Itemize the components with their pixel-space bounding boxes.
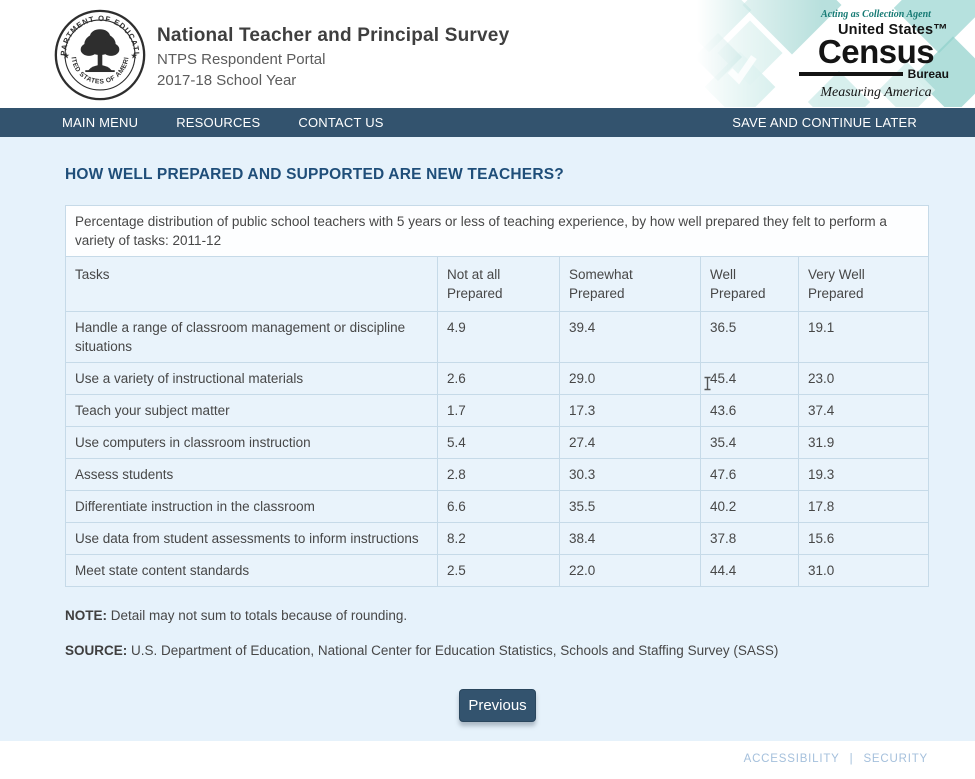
value-cell: 22.0 xyxy=(559,554,701,587)
footer-accessibility-link[interactable]: ACCESSIBILITY xyxy=(743,753,840,765)
oak-tree-glyph xyxy=(80,29,120,73)
value-cell: 44.4 xyxy=(700,554,799,587)
value-cell: 5.4 xyxy=(437,426,560,459)
table-caption: Percentage distribution of public school… xyxy=(64,205,930,257)
table-header-row: Tasks Not at all Prepared Somewhat Prepare… xyxy=(65,256,930,312)
value-cell: 35.4 xyxy=(700,426,799,459)
task-cell: Use a variety of instructional materials xyxy=(65,362,438,395)
value-cell: 8.2 xyxy=(437,522,560,555)
main-nav-bar: MAIN MENU RESOURCES CONTACT US SAVE AND … xyxy=(0,108,975,137)
column-header: Tasks xyxy=(65,256,438,312)
table-row: Assess students 2.8 30.3 47.6 19.3 xyxy=(65,458,930,491)
note-label: NOTE: xyxy=(65,608,107,623)
value-cell: 45.4 xyxy=(700,362,799,395)
nav-contact-us[interactable]: CONTACT US xyxy=(298,115,384,130)
census-underline xyxy=(799,72,903,77)
table-caption-row: Percentage distribution of public school… xyxy=(64,205,930,257)
page-header: DEPARTMENT OF EDUCATION UNITED STATES OF… xyxy=(0,0,975,108)
value-cell: 2.6 xyxy=(437,362,560,395)
data-table: Percentage distribution of public school… xyxy=(64,205,930,587)
value-cell: 17.8 xyxy=(797,490,930,523)
column-header: Very Well Prepared xyxy=(797,256,930,312)
value-cell: 39.4 xyxy=(559,311,701,363)
data-table-body: Percentage distribution of public school… xyxy=(64,205,930,587)
value-cell: 4.9 xyxy=(437,311,560,363)
main-content: HOW WELL PREPARED AND SUPPORTED ARE NEW … xyxy=(0,137,975,741)
source-label: SOURCE: xyxy=(65,643,128,658)
task-cell: Differentiate instruction in the classro… xyxy=(65,490,438,523)
table-source: SOURCE: U.S. Department of Education, Na… xyxy=(65,643,778,658)
task-cell: Handle a range of classroom management o… xyxy=(65,311,438,363)
value-cell: 27.4 xyxy=(559,426,701,459)
mouse-text-cursor-icon xyxy=(704,376,711,391)
task-cell: Meet state content standards xyxy=(65,554,438,587)
value-cell: 17.3 xyxy=(559,394,701,427)
census-bureau-text: Bureau xyxy=(907,67,949,82)
value-cell: 2.5 xyxy=(437,554,560,587)
table-row: Use data from student assessments to inf… xyxy=(65,522,930,555)
source-text: U.S. Department of Education, National C… xyxy=(127,643,779,658)
value-cell: 38.4 xyxy=(559,522,701,555)
table-row: Meet state content standards 2.5 22.0 44.4 3… xyxy=(65,554,930,587)
value-cell: 35.5 xyxy=(559,490,701,523)
app-title: National Teacher and Principal Survey xyxy=(157,25,510,46)
value-cell: 37.4 xyxy=(797,394,930,427)
column-header: Not at all Prepared xyxy=(437,256,560,312)
task-cell: Assess students xyxy=(65,458,438,491)
value-cell: 29.0 xyxy=(559,362,701,395)
column-header: Well Prepared xyxy=(700,256,799,312)
column-header: Somewhat Prepared xyxy=(559,256,701,312)
census-logo-block: Acting as Collection Agent United States… xyxy=(697,0,975,107)
table-row: Teach your subject matter 1.7 17.3 43.6 37.4 xyxy=(65,394,930,427)
app-title-block: National Teacher and Principal Survey NT… xyxy=(157,25,509,89)
value-cell: 40.2 xyxy=(700,490,799,523)
footer-security-link[interactable]: SECURITY xyxy=(863,753,928,765)
nav-save-and-continue-later[interactable]: SAVE AND CONTINUE LATER xyxy=(732,114,917,130)
table-row: Differentiate instruction in the classro… xyxy=(65,490,930,523)
value-cell: 23.0 xyxy=(797,362,930,395)
value-cell: 37.8 xyxy=(700,522,799,555)
table-row: Handle a range of classroom management o… xyxy=(65,311,930,363)
table-row: Use computers in classroom instruction 5.… xyxy=(65,426,930,459)
census-wordmark: Census xyxy=(817,33,935,70)
footer-separator: | xyxy=(849,753,854,765)
value-cell: 15.6 xyxy=(797,522,930,555)
census-tagline-top: Acting as Collection Agent xyxy=(821,9,931,20)
note-text: Detail may not sum to totals because of … xyxy=(107,608,408,623)
app-subtitle-year: 2017-18 School Year xyxy=(157,72,297,89)
department-of-education-seal-icon: DEPARTMENT OF EDUCATION UNITED STATES OF… xyxy=(54,9,146,101)
task-cell: Use data from student assessments to inf… xyxy=(65,522,438,555)
svg-text:★: ★ xyxy=(130,52,137,61)
previous-button[interactable]: Previous xyxy=(459,689,536,722)
page-title: HOW WELL PREPARED AND SUPPORTED ARE NEW … xyxy=(65,166,564,183)
value-cell: 6.6 xyxy=(437,490,560,523)
value-cell: 31.9 xyxy=(797,426,930,459)
table-note: NOTE: Detail may not sum to totals becau… xyxy=(65,608,407,623)
value-cell: 43.6 xyxy=(700,394,799,427)
nav-resources[interactable]: RESOURCES xyxy=(176,115,261,130)
app-subtitle-portal: NTPS Respondent Portal xyxy=(157,51,326,68)
svg-text:★: ★ xyxy=(62,52,69,61)
task-cell: Use computers in classroom instruction xyxy=(65,426,438,459)
value-cell: 30.3 xyxy=(559,458,701,491)
value-cell: 31.0 xyxy=(797,554,930,587)
census-bureau-logo: Acting as Collection Agent United States… xyxy=(797,9,955,101)
nav-main-menu[interactable]: MAIN MENU xyxy=(62,115,139,130)
table-row: Use a variety of instructional materials… xyxy=(65,362,930,395)
page-footer: ACCESSIBILITY | SECURITY xyxy=(0,741,975,779)
census-united-states: United States™ xyxy=(838,22,948,38)
value-cell: 19.1 xyxy=(797,311,930,363)
value-cell: 2.8 xyxy=(437,458,560,491)
task-cell: Teach your subject matter xyxy=(65,394,438,427)
value-cell: 47.6 xyxy=(700,458,799,491)
value-cell: 19.3 xyxy=(797,458,930,491)
value-cell: 1.7 xyxy=(437,394,560,427)
census-tagline-bottom: Measuring America xyxy=(820,85,932,101)
value-cell: 36.5 xyxy=(700,311,799,363)
